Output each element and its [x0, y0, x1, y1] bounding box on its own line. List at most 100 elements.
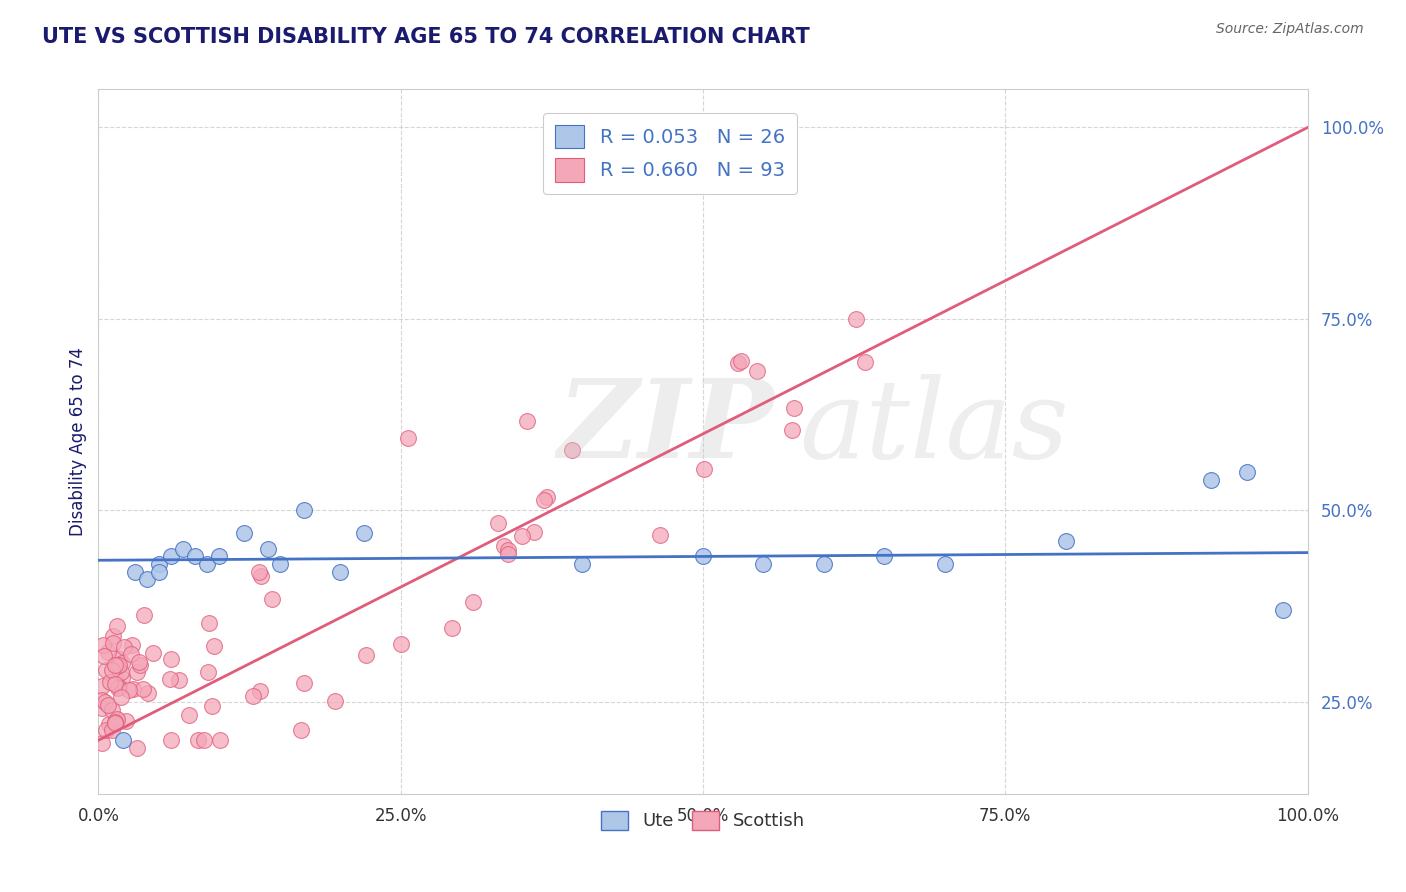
Point — [136, 686, 159, 700]
Text: atlas: atlas — [800, 374, 1070, 481]
Point — [91, 679, 114, 693]
Point — [91, 701, 114, 715]
Point — [269, 557, 291, 571]
Point — [396, 431, 419, 445]
Point — [142, 646, 165, 660]
Point — [131, 681, 153, 696]
Point — [353, 526, 375, 541]
Point — [845, 312, 868, 326]
Point — [112, 640, 135, 655]
Point — [813, 557, 835, 571]
Point — [232, 526, 254, 541]
Point — [201, 698, 224, 713]
Point — [101, 703, 124, 717]
Point — [148, 565, 170, 579]
Point — [121, 639, 143, 653]
Point — [536, 490, 558, 504]
Point — [853, 355, 876, 369]
Point — [101, 629, 124, 643]
Point — [115, 714, 138, 728]
Point — [496, 543, 519, 558]
Text: UTE VS SCOTTISH DISABILITY AGE 65 TO 74 CORRELATION CHART: UTE VS SCOTTISH DISABILITY AGE 65 TO 74 … — [42, 27, 810, 46]
Point — [104, 657, 127, 672]
Point — [727, 355, 749, 369]
Point — [193, 733, 215, 747]
Point — [752, 557, 775, 571]
Point — [177, 707, 200, 722]
Point — [93, 648, 115, 663]
Point — [105, 712, 128, 726]
Point — [256, 541, 278, 556]
Point — [107, 659, 129, 673]
Point — [496, 547, 519, 561]
Point — [198, 616, 221, 631]
Point — [104, 673, 127, 688]
Point — [172, 541, 194, 556]
Point — [247, 565, 270, 579]
Point — [692, 462, 714, 476]
Point — [160, 733, 183, 747]
Point — [1199, 473, 1222, 487]
Point — [124, 565, 146, 579]
Point — [323, 694, 346, 708]
Point — [354, 648, 377, 662]
Point — [98, 675, 121, 690]
Point — [111, 671, 134, 685]
Point — [260, 592, 283, 607]
Point — [107, 681, 129, 695]
Point — [105, 714, 128, 728]
Point — [187, 733, 209, 747]
Point — [129, 658, 152, 673]
Point — [127, 665, 149, 680]
Point — [104, 714, 127, 729]
Legend: Ute, Scottish: Ute, Scottish — [593, 804, 813, 838]
Point — [783, 401, 806, 415]
Point — [120, 647, 142, 661]
Point — [492, 540, 515, 554]
Point — [1054, 534, 1077, 549]
Point — [103, 677, 125, 691]
Point — [1272, 603, 1295, 617]
Point — [780, 424, 803, 438]
Point — [159, 672, 181, 686]
Point — [108, 680, 131, 694]
Point — [486, 516, 509, 530]
Point — [91, 638, 114, 652]
Point — [441, 621, 464, 635]
Point — [197, 665, 219, 679]
Point — [110, 690, 132, 705]
Point — [97, 698, 120, 712]
Point — [134, 607, 156, 622]
Point — [105, 619, 128, 633]
Point — [249, 569, 271, 583]
Point — [242, 689, 264, 703]
Point — [108, 657, 131, 672]
Point — [111, 733, 134, 747]
Point — [290, 723, 312, 738]
Point — [208, 733, 231, 747]
Point — [292, 676, 315, 690]
Point — [121, 681, 143, 696]
Point — [202, 640, 225, 654]
Point — [97, 716, 120, 731]
Point — [91, 737, 114, 751]
Point — [118, 682, 141, 697]
Point — [184, 549, 207, 564]
Point — [96, 663, 118, 677]
Point — [94, 723, 117, 738]
Point — [571, 557, 593, 571]
Point — [160, 652, 183, 666]
Point — [249, 684, 271, 698]
Point — [110, 665, 132, 679]
Point — [650, 528, 672, 542]
Point — [108, 652, 131, 666]
Point — [135, 573, 157, 587]
Point — [101, 663, 124, 677]
Text: ZIP: ZIP — [558, 374, 775, 481]
Point — [148, 557, 170, 571]
Point — [692, 549, 714, 564]
Point — [94, 695, 117, 709]
Point — [463, 595, 485, 609]
Point — [747, 364, 769, 378]
Point — [128, 655, 150, 669]
